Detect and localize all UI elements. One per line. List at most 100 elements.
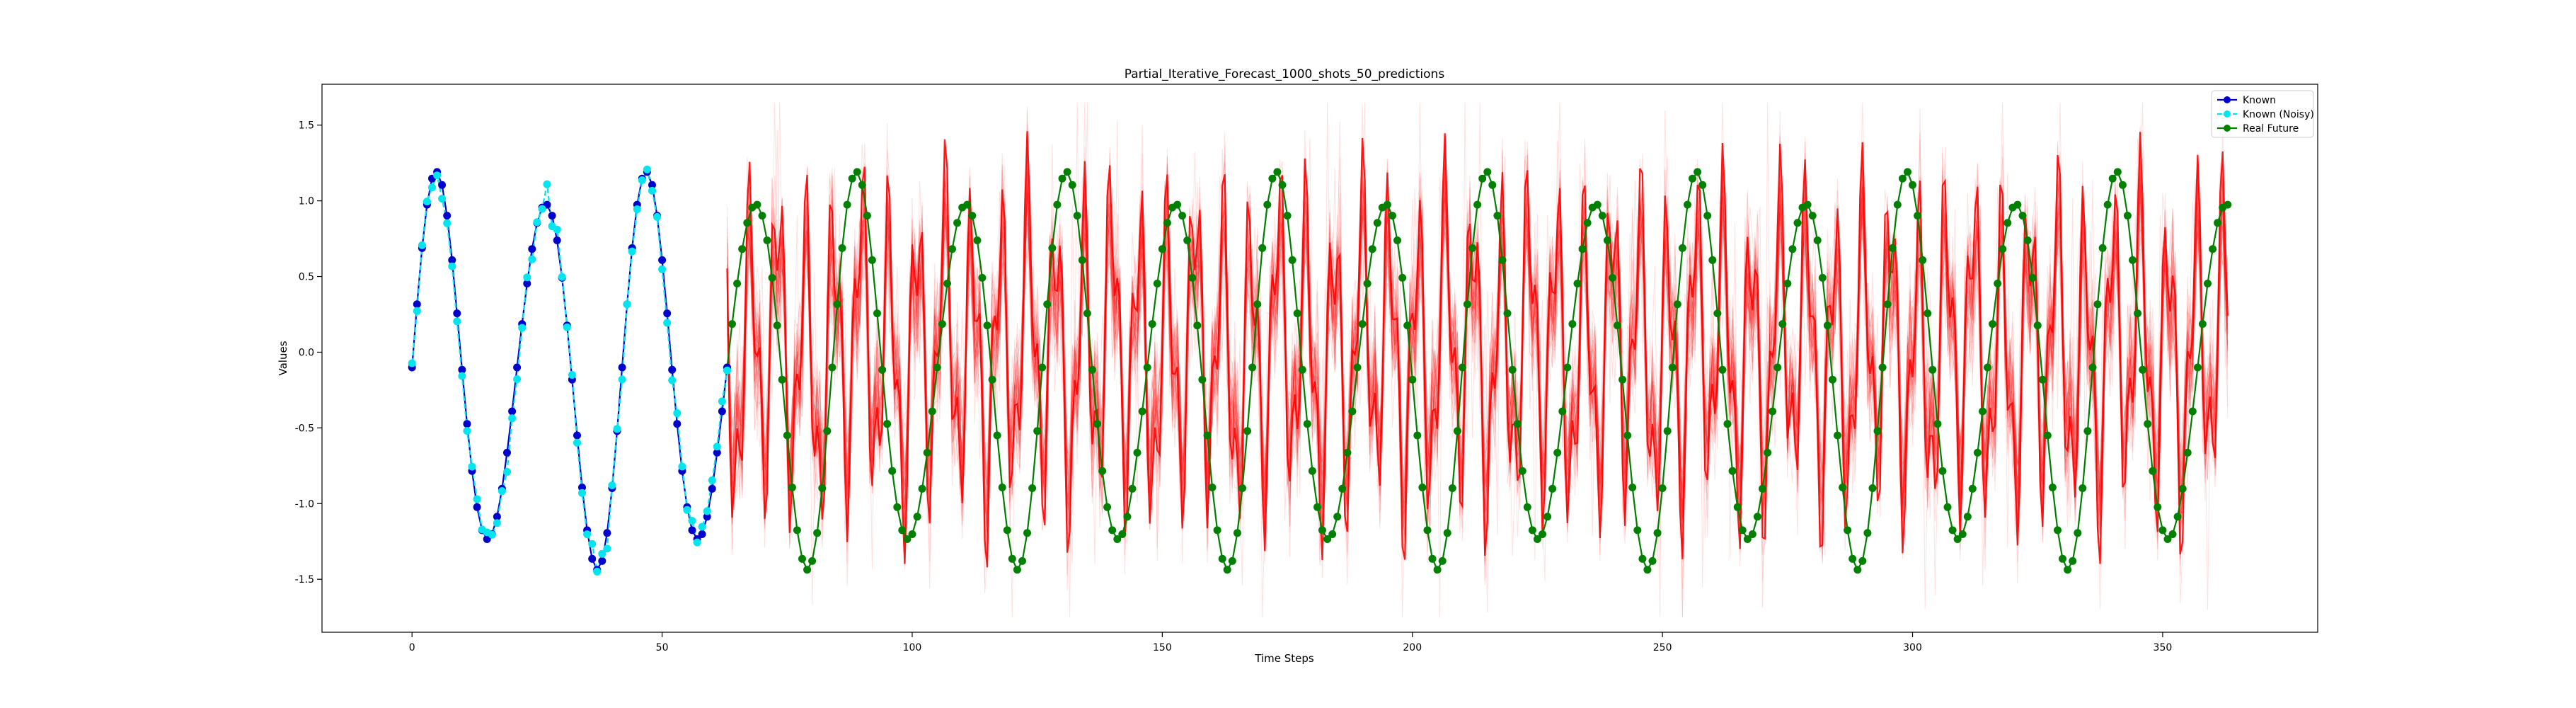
real-future-point <box>1243 427 1251 435</box>
real-future-point <box>1388 212 1396 220</box>
known-noisy-point <box>553 225 561 234</box>
prediction-line <box>727 102 2229 563</box>
real-future-point <box>2224 200 2232 209</box>
prediction-line <box>727 151 2228 564</box>
plot-frame <box>321 84 2318 633</box>
real-future-point <box>1663 427 1672 435</box>
real-future-point <box>763 236 771 244</box>
real-future-point <box>993 431 1001 440</box>
known-point <box>713 448 721 457</box>
real-future-point <box>2149 467 2157 475</box>
prediction-line <box>727 138 2229 586</box>
known-noisy-point <box>638 176 646 184</box>
known-point <box>708 484 716 493</box>
real-future-point <box>1383 200 1391 209</box>
real-future-point <box>733 280 742 287</box>
real-future-point <box>843 200 851 209</box>
real-future-point <box>1353 363 1362 372</box>
known-point <box>513 363 522 372</box>
prediction-line <box>727 103 2229 563</box>
real-future-point <box>1614 321 1621 330</box>
real-future-point <box>823 427 832 435</box>
known-point <box>578 484 586 491</box>
real-future-point <box>883 420 892 428</box>
real-future-point <box>2154 503 2162 511</box>
real-future-point <box>1539 530 1546 538</box>
real-future-point <box>808 556 817 565</box>
known-noisy-point <box>703 507 711 515</box>
real-future-point <box>1764 448 1772 457</box>
known-noisy-point <box>413 307 421 315</box>
prediction-mean-line <box>726 131 2229 568</box>
real-future-point <box>2043 431 2052 440</box>
real-future-point <box>953 219 962 227</box>
plot-area <box>408 102 2232 617</box>
real-future-point <box>1003 526 1011 535</box>
real-future-point <box>2134 309 2142 318</box>
prediction-line <box>727 106 2229 558</box>
real-future-point <box>1248 363 1257 372</box>
real-future-point <box>1458 363 1466 372</box>
real-future-point <box>1508 365 1517 374</box>
real-future-point <box>1878 363 1887 372</box>
real-future-point <box>1238 484 1246 492</box>
real-future-point <box>833 300 841 309</box>
real-future-point <box>2028 273 2037 282</box>
known-point <box>603 529 611 537</box>
real-future-point <box>2209 245 2217 253</box>
real-future-point <box>1528 526 1536 535</box>
real-future-point <box>988 375 996 384</box>
real-future-point <box>1689 174 1696 183</box>
real-future-point <box>1598 212 1606 220</box>
real-future-point <box>1503 309 1512 318</box>
real-future-point <box>1148 320 1156 329</box>
real-future-point <box>1558 407 1567 416</box>
known-noisy-point <box>513 375 522 383</box>
known-noisy-point <box>633 205 641 213</box>
prediction-line <box>727 136 2229 564</box>
real-future-point <box>1038 363 1047 372</box>
x-tick-label: 250 <box>1653 642 1672 653</box>
known-noisy-point <box>523 273 531 282</box>
known-point <box>598 556 606 565</box>
known-noisy-point <box>528 255 536 263</box>
real-future-point <box>1153 280 1161 287</box>
real-future-point <box>1553 448 1562 457</box>
known-noisy-point <box>608 481 616 489</box>
real-future-point <box>1968 484 1977 493</box>
real-future-point <box>1363 280 1372 287</box>
real-future-point <box>1578 245 1587 253</box>
real-future-point <box>1718 365 1727 374</box>
real-future-point <box>1583 219 1592 227</box>
real-future-point <box>1368 245 1376 253</box>
real-future-point <box>858 181 866 189</box>
known-noisy-point <box>538 205 546 213</box>
y-tick-label: -1.5 <box>295 574 314 586</box>
real-future-point <box>1563 363 1572 372</box>
real-future-point <box>1603 236 1611 244</box>
real-future-point <box>2088 363 2097 372</box>
real-future-point <box>1568 320 1577 329</box>
real-future-point <box>1213 526 1221 535</box>
real-future-point <box>938 320 946 329</box>
known-noisy-point <box>683 506 691 514</box>
real-future-point <box>2108 174 2117 183</box>
real-future-point <box>1158 245 1166 253</box>
real-future-point <box>2198 320 2207 329</box>
real-future-point <box>1909 181 1916 189</box>
real-future-point <box>2013 200 2022 209</box>
real-future-point <box>2188 407 2197 416</box>
real-future-point <box>1333 513 1342 521</box>
real-future-point <box>2064 566 2072 574</box>
known-point <box>458 365 466 374</box>
known-noisy-point <box>723 366 731 375</box>
real-future-point <box>1013 566 1021 574</box>
real-future-point <box>1773 363 1782 372</box>
real-future-point <box>1023 529 1031 537</box>
known-noisy-point <box>422 198 431 206</box>
real-future-point <box>798 554 806 563</box>
known-noisy-point <box>603 544 611 553</box>
known-noisy-point <box>643 165 651 173</box>
known-point <box>463 420 471 428</box>
real-future-point <box>1678 244 1686 252</box>
